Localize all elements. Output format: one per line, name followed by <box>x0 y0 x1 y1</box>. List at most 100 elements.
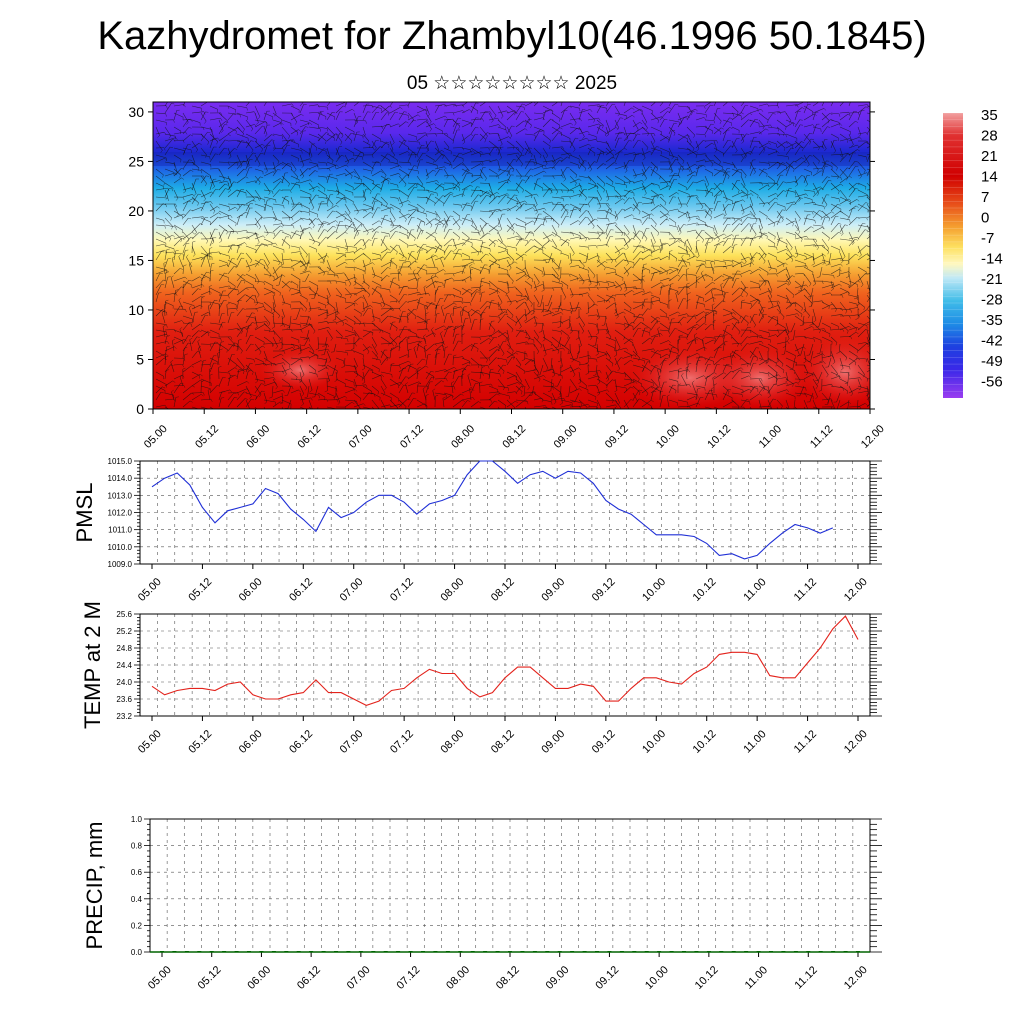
wind-barb-flag <box>802 148 804 152</box>
wind-barb <box>578 126 585 137</box>
wind-barb <box>335 147 340 157</box>
wind-barb <box>713 126 722 133</box>
wind-barb <box>173 147 185 151</box>
wind-barb <box>416 175 424 185</box>
wind-barb-flag <box>838 198 840 202</box>
wind-barb <box>533 165 545 170</box>
wind-barb <box>497 217 502 230</box>
wind-barb-flag <box>245 161 248 165</box>
wind-barb <box>776 111 786 114</box>
wind-barb <box>614 105 620 114</box>
wind-barb <box>587 197 594 205</box>
wind-barb <box>416 153 424 163</box>
wind-barb <box>668 224 678 228</box>
wind-barb <box>830 119 840 123</box>
wind-barb <box>173 131 186 135</box>
wind-barb-flag <box>280 119 283 123</box>
wind-barb <box>173 231 182 240</box>
wind-barb-flag <box>658 205 662 208</box>
wind-barb-flag <box>201 170 203 174</box>
wind-barb-flag <box>470 184 473 188</box>
wind-barb <box>407 147 417 156</box>
wind-barb-flag <box>279 189 283 192</box>
wind-barb-flag <box>721 169 725 172</box>
wind-barb <box>560 195 570 198</box>
wind-barb <box>704 224 714 229</box>
wind-barb <box>434 217 444 225</box>
wind-barb <box>848 102 851 107</box>
wind-barb <box>821 166 825 177</box>
wind-barb-flag <box>481 151 484 154</box>
wind-barb-flag <box>430 224 433 228</box>
wind-barb <box>587 210 594 220</box>
wind-barb-flag <box>362 156 364 160</box>
wind-barb-flag <box>291 103 294 107</box>
wind-barb <box>749 119 760 124</box>
wind-barb-flag <box>551 109 554 112</box>
wind-barb-flag <box>713 120 716 124</box>
wind-barb-flag <box>523 107 525 111</box>
wind-barb-flag <box>706 184 710 188</box>
wind-barb-flag <box>162 174 164 178</box>
wind-barb-flag <box>343 197 347 199</box>
wind-barb <box>623 197 630 205</box>
wind-barb <box>722 102 729 107</box>
wind-barb <box>578 210 587 219</box>
wind-barb-flag <box>823 206 825 210</box>
wind-barb <box>218 147 225 156</box>
wind-barb <box>731 161 738 171</box>
wind-barb-flag <box>553 175 555 179</box>
wind-barb <box>272 140 276 149</box>
wind-barb <box>416 182 425 189</box>
wind-barb <box>452 219 460 226</box>
wind-barb-flag <box>332 112 336 114</box>
wind-barb-flag <box>337 156 340 159</box>
wind-barb-flag <box>260 216 263 220</box>
wind-barb <box>344 157 354 163</box>
wind-barb <box>632 133 638 142</box>
wind-barb <box>407 183 416 191</box>
wind-barb-flag <box>762 126 765 130</box>
wind-barb <box>542 110 546 121</box>
wind-barb-flag <box>797 231 801 235</box>
wind-barb <box>614 175 625 183</box>
wind-barb-flag <box>667 111 671 113</box>
wind-barb <box>173 104 184 107</box>
wind-barb-flag <box>876 115 877 118</box>
wind-barb-flag <box>203 198 206 202</box>
wind-barb <box>812 126 821 130</box>
wind-barb-flag <box>362 135 364 139</box>
wind-barb <box>677 166 682 177</box>
wind-barb <box>200 191 212 198</box>
wind-barb-flag <box>391 225 395 228</box>
wind-barb-flag <box>705 191 709 195</box>
wind-barb-flag <box>554 233 558 237</box>
wind-barb <box>614 151 620 163</box>
wind-barb-flag <box>795 184 798 187</box>
wind-barb-flag <box>215 153 219 155</box>
wind-barb <box>605 102 610 107</box>
wind-barb-flag <box>559 118 561 122</box>
wind-barb <box>371 183 378 191</box>
wind-barb <box>236 211 247 219</box>
wind-barb <box>425 168 429 178</box>
wind-barb-flag <box>386 124 390 126</box>
wind-barb <box>461 214 468 226</box>
wind-barb <box>776 168 786 177</box>
wind-barb <box>272 223 283 226</box>
wind-barb-flag <box>594 161 598 163</box>
wind-barb <box>227 175 233 187</box>
wind-barb-flag <box>351 132 355 135</box>
wind-barb-flag <box>487 132 491 134</box>
wind-barb-flag <box>309 197 312 201</box>
wind-barb <box>758 168 765 177</box>
wind-barb <box>209 105 218 110</box>
wind-barb <box>542 118 551 128</box>
wind-barb <box>335 213 346 219</box>
wind-barb-flag <box>406 174 410 177</box>
wind-barb <box>443 103 456 107</box>
wind-barb <box>479 152 490 156</box>
wind-barb <box>236 168 245 177</box>
wind-barb <box>407 168 419 172</box>
wind-barb <box>668 217 677 224</box>
